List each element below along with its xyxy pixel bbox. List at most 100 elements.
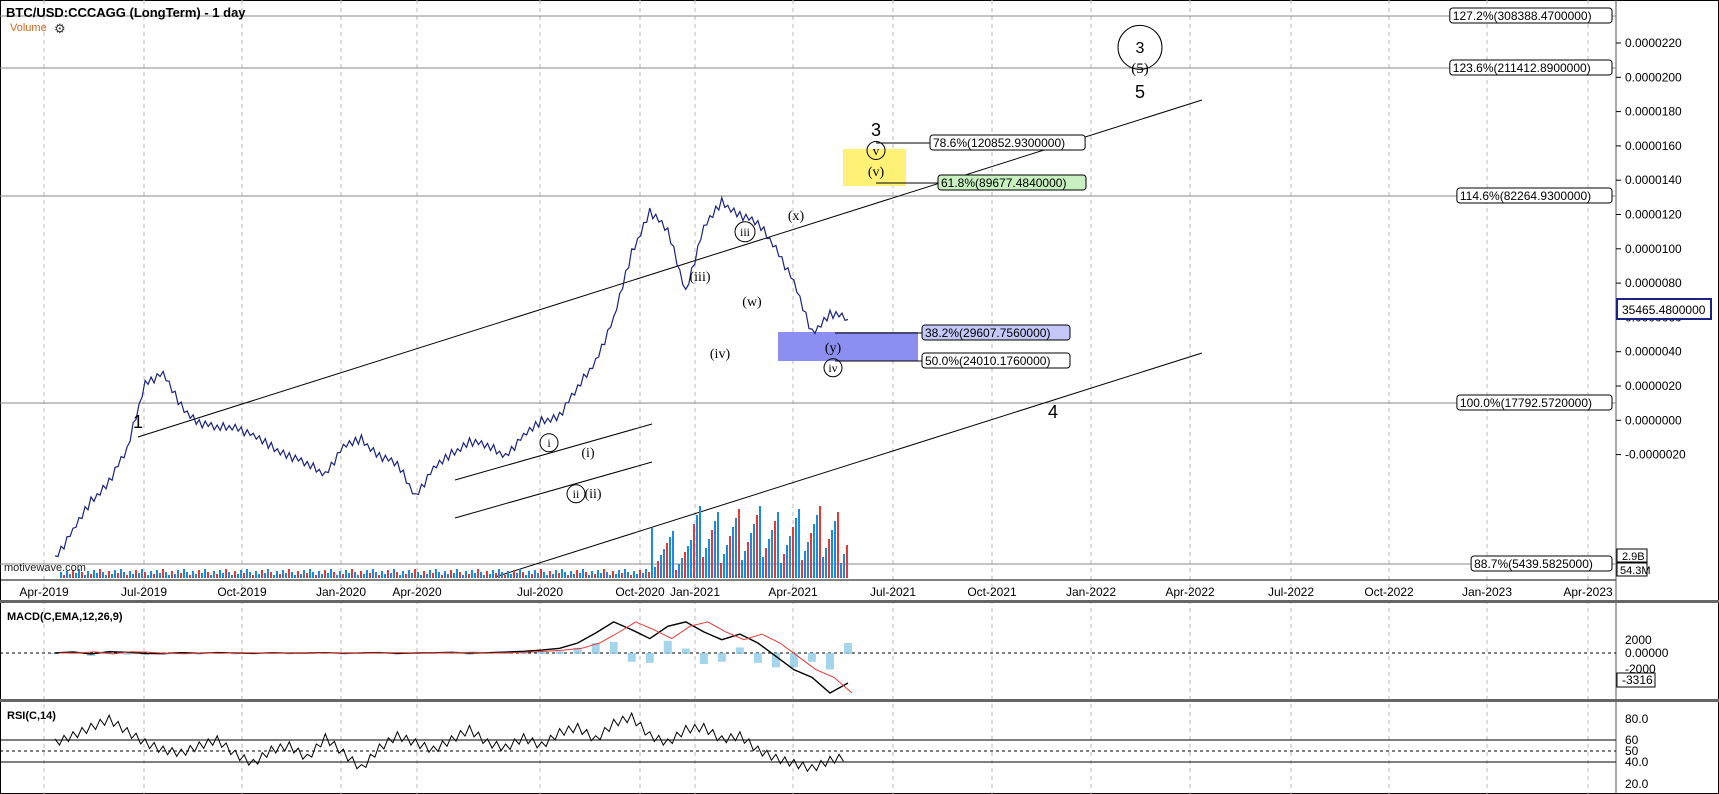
volume-bar bbox=[567, 575, 569, 578]
volume-bar bbox=[90, 574, 92, 578]
wave-label: ii bbox=[573, 487, 580, 501]
time-axis-tick-label: Jul-2022 bbox=[1268, 585, 1314, 599]
volume-bar bbox=[813, 524, 815, 578]
time-axis-tick-label: Apr-2019 bbox=[19, 585, 69, 599]
volume-bar bbox=[582, 569, 584, 578]
panel-divider[interactable] bbox=[0, 699, 1719, 702]
wave-label: v bbox=[873, 143, 880, 158]
volume-bar bbox=[93, 570, 95, 578]
fibonacci-level-tag bbox=[1470, 555, 1613, 572]
volume-bar bbox=[555, 570, 557, 578]
volume-bar bbox=[618, 570, 620, 578]
volume-bar bbox=[723, 554, 725, 578]
volume-bar bbox=[696, 515, 698, 578]
wave-label-circle bbox=[1117, 24, 1163, 70]
small-channel-lower bbox=[454, 461, 653, 519]
volume-bar bbox=[261, 570, 263, 578]
wave-label: i bbox=[547, 436, 551, 450]
volume-bar bbox=[474, 573, 476, 578]
volume-bar bbox=[249, 572, 251, 578]
volume-bar bbox=[105, 575, 107, 578]
upper-channel-line bbox=[137, 99, 1203, 438]
volume-bar bbox=[198, 570, 200, 578]
time-axis-tick-label: Apr-2023 bbox=[1563, 585, 1613, 599]
rsi-axis-tick-label: 80.0 bbox=[1625, 712, 1649, 726]
macd-axis-tick-label: 0.00000 bbox=[1625, 646, 1669, 660]
volume-indicator-label[interactable]: Volume bbox=[10, 22, 47, 34]
volume-bar bbox=[66, 571, 68, 578]
volume-bar bbox=[606, 572, 608, 578]
volume-bar bbox=[720, 563, 722, 578]
volume-bar bbox=[609, 575, 611, 578]
volume-bar bbox=[570, 571, 572, 578]
time-axis-tick-label: Apr-2021 bbox=[768, 585, 818, 599]
volume-bar bbox=[165, 572, 167, 578]
price-axis-tick-label: 0.0000100 bbox=[1625, 242, 1682, 256]
gear-icon[interactable]: ⚙ bbox=[54, 21, 66, 36]
volume-bar bbox=[666, 543, 668, 578]
volume-bar bbox=[804, 551, 806, 578]
volume-bar bbox=[402, 571, 404, 578]
volume-bar bbox=[654, 567, 656, 578]
volume-bar bbox=[510, 574, 512, 578]
price-axis: 0.0000220 0.0000200 0.0000180 0.0000160 0.00… bbox=[1616, 36, 1686, 462]
volume-bar bbox=[465, 571, 467, 578]
rsi-line bbox=[54, 711, 844, 773]
volume-bar bbox=[372, 569, 374, 578]
volume-bar bbox=[276, 571, 278, 578]
volume-bar bbox=[438, 572, 440, 578]
volume-bar bbox=[291, 572, 293, 578]
volume-bar bbox=[69, 574, 71, 578]
volume-bar bbox=[810, 533, 812, 578]
volume-bar bbox=[501, 572, 503, 578]
volume-bar bbox=[558, 573, 560, 578]
volume-bar bbox=[639, 570, 641, 578]
volume-bar bbox=[366, 570, 368, 578]
volume-bar bbox=[357, 575, 359, 578]
volume-bar bbox=[687, 546, 689, 578]
volume-bar bbox=[594, 574, 596, 578]
time-axis-tick-label: Jan-2023 bbox=[1462, 585, 1512, 599]
price-series-line bbox=[54, 195, 849, 558]
volume-bar bbox=[258, 574, 260, 578]
trend-channel bbox=[137, 99, 1203, 578]
volume-bar bbox=[141, 569, 143, 578]
volume-bar bbox=[381, 571, 383, 578]
macd-signal-line bbox=[59, 621, 853, 694]
volume-bar bbox=[831, 530, 833, 578]
volume-bar bbox=[843, 554, 845, 578]
volume-bar bbox=[525, 575, 527, 578]
volume-bar bbox=[369, 573, 371, 578]
rsi-axis-tick-label: 40.0 bbox=[1625, 755, 1649, 769]
fibonacci-level-label: 100.0%(17792.5720000) bbox=[1460, 396, 1592, 410]
volume-bar bbox=[324, 570, 326, 578]
volume-bar bbox=[579, 573, 581, 578]
volume-bar bbox=[543, 572, 545, 578]
volume-bar bbox=[72, 570, 74, 578]
volume-bar bbox=[771, 530, 773, 578]
volume-bar bbox=[303, 570, 305, 578]
volume-bar bbox=[648, 572, 650, 578]
volume-bar bbox=[684, 552, 686, 578]
wave-label-circle bbox=[866, 140, 886, 160]
volume-bar bbox=[405, 574, 407, 578]
volume-bar bbox=[210, 575, 212, 578]
macd-title: MACD(C,EMA,12,26,9) bbox=[7, 611, 123, 623]
volume-bar bbox=[705, 548, 707, 578]
price-axis-tick-label: 0.0000160 bbox=[1625, 139, 1682, 153]
volume-bar bbox=[663, 549, 665, 578]
volume-bar bbox=[342, 574, 344, 578]
wave-label: (i) bbox=[581, 446, 595, 461]
volume-bar bbox=[321, 574, 323, 578]
time-axis-tick-label: Oct-2022 bbox=[1364, 585, 1414, 599]
volume-bar bbox=[180, 573, 182, 578]
volume-bar bbox=[135, 570, 137, 578]
volume-bar bbox=[732, 527, 734, 578]
volume-bar bbox=[807, 542, 809, 578]
macd-axis-tick-label: 2000 bbox=[1625, 633, 1652, 647]
macd-histogram-bar bbox=[627, 653, 636, 662]
panel-divider[interactable] bbox=[0, 600, 1719, 603]
time-axis-tick-label: Oct-2019 bbox=[217, 585, 267, 599]
volume-bar bbox=[537, 573, 539, 578]
